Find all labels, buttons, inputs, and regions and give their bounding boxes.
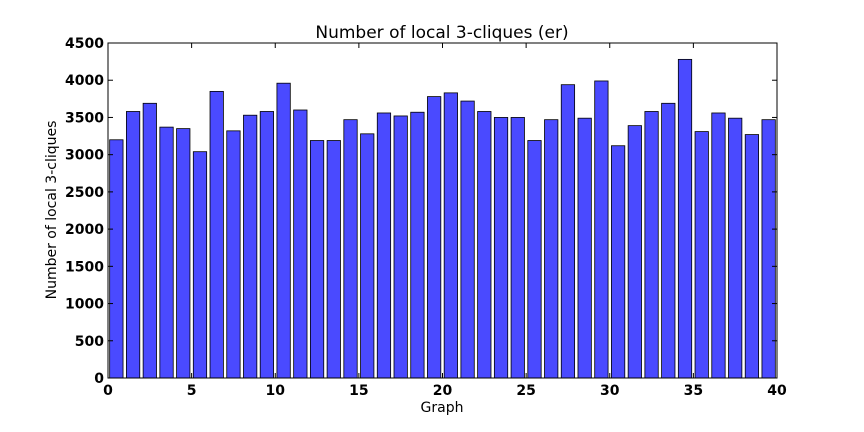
bar (142, 102, 157, 379)
x-tick-label: 5 (187, 383, 197, 399)
bar (527, 140, 542, 379)
x-tick-label: 40 (767, 383, 787, 399)
bar (293, 109, 308, 379)
bar (544, 119, 559, 379)
bar (694, 131, 709, 379)
y-tick-label: 4000 (65, 73, 104, 89)
bar (594, 80, 609, 379)
bar (661, 102, 676, 379)
bar (376, 112, 392, 379)
bar (109, 139, 124, 379)
bar (627, 125, 642, 379)
y-axis-label: Number of local 3-cliques (44, 121, 60, 300)
bar (159, 126, 174, 379)
bar (125, 111, 141, 379)
bar (560, 84, 576, 379)
bar (176, 128, 191, 379)
y-tick-label: 500 (75, 334, 104, 350)
ticks-group: 0 5 10 15 20 25 30 35 40 0 500 1000 1500 2000 2500 3000… (65, 36, 787, 399)
bar (226, 130, 241, 379)
bar (477, 111, 492, 379)
bar (644, 111, 659, 379)
bar (360, 133, 375, 379)
x-tick-label: 10 (266, 383, 286, 399)
y-tick-label: 1500 (65, 259, 104, 275)
bar (443, 92, 458, 379)
bar (259, 111, 274, 379)
x-tick-label: 25 (516, 383, 535, 399)
bar (493, 117, 509, 379)
x-tick-label: 35 (684, 383, 703, 399)
bar (611, 145, 626, 379)
bar (209, 90, 224, 379)
bar (744, 134, 760, 379)
bar (192, 151, 208, 379)
bar (577, 117, 592, 379)
bar (761, 119, 776, 379)
plot-frame (107, 42, 778, 379)
bar (677, 58, 693, 379)
y-tick-label: 0 (94, 371, 104, 387)
bar (276, 82, 291, 379)
bar (393, 115, 408, 379)
y-tick-label: 1000 (65, 297, 104, 313)
bar (460, 100, 475, 379)
bar (243, 114, 258, 379)
bar (510, 117, 525, 379)
y-tick-label: 4500 (65, 36, 104, 52)
y-tick-label: 3000 (65, 148, 104, 164)
bar (326, 140, 341, 379)
bar (728, 117, 743, 379)
bar (343, 119, 358, 379)
y-tick-label: 3500 (65, 110, 104, 126)
bar (309, 140, 325, 379)
bars-group (109, 58, 776, 379)
x-axis-label: Graph (421, 400, 464, 416)
y-tick-label: 2000 (65, 222, 104, 238)
bar (427, 96, 442, 379)
y-tick-label: 2500 (65, 185, 104, 201)
bar (410, 111, 425, 379)
x-tick-label: 30 (600, 383, 620, 399)
x-tick-label: 0 (103, 383, 113, 399)
x-tick-label: 20 (433, 383, 453, 399)
bar (711, 112, 726, 379)
x-tick-label: 15 (349, 383, 368, 399)
chart-title: Number of local 3-cliques (er) (315, 23, 568, 43)
